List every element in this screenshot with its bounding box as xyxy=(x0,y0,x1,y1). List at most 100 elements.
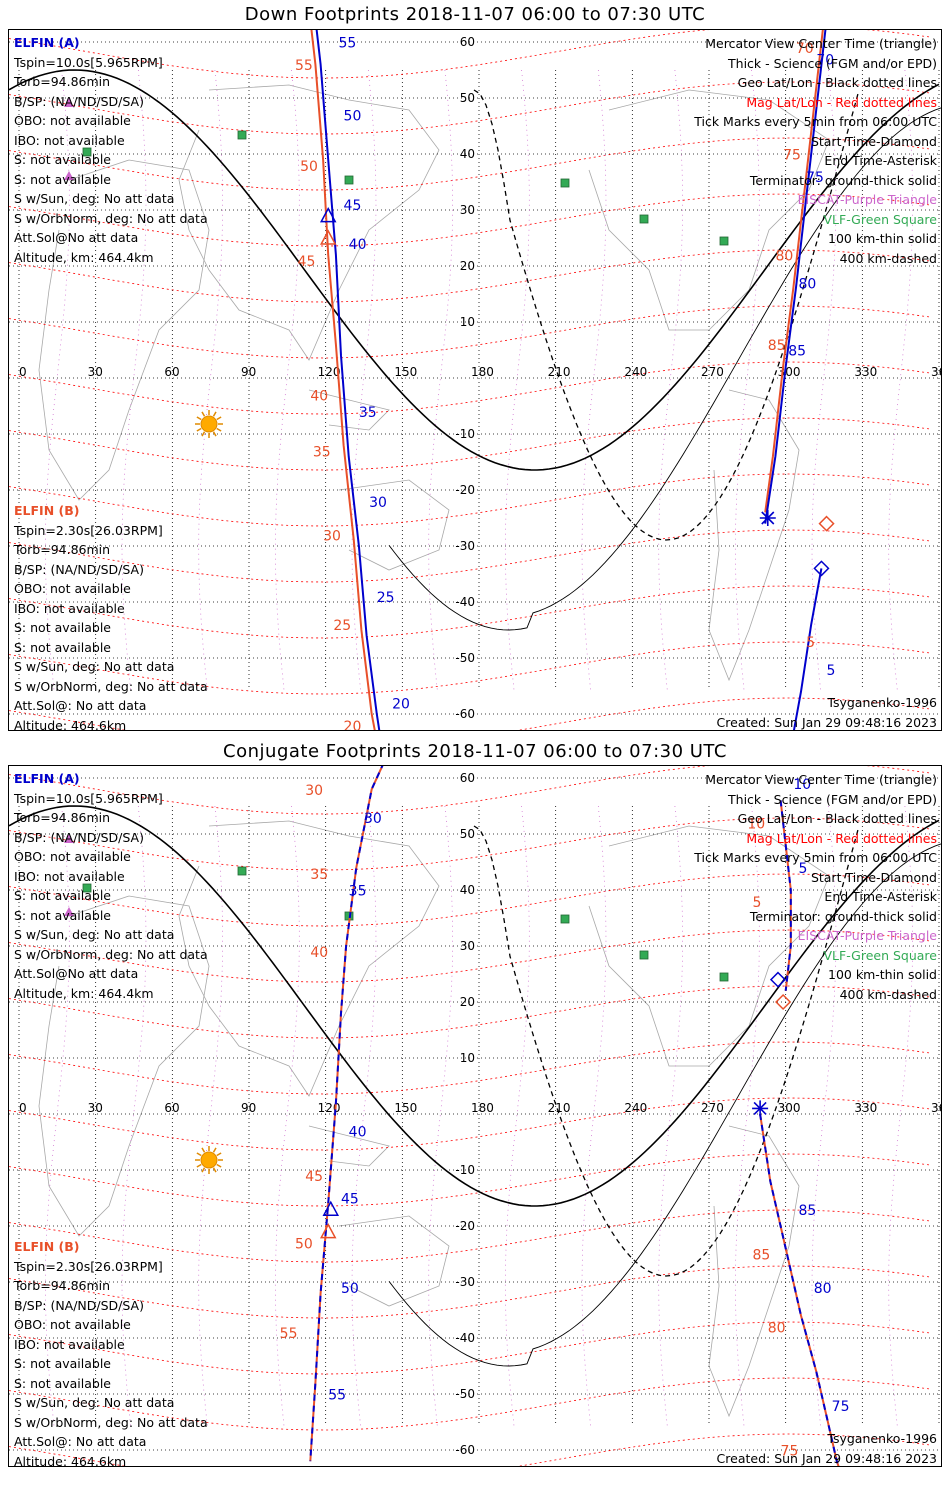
mag-meridian xyxy=(658,805,683,1427)
mag-meridian xyxy=(274,69,300,691)
terminator-400km xyxy=(473,825,859,1277)
vlf-station-icon xyxy=(82,883,92,893)
mag-meridian xyxy=(198,805,223,1427)
terminator-ground xyxy=(9,69,940,471)
lat-label: -20 xyxy=(455,1219,475,1233)
model-label: Tsyganenko-1996 xyxy=(827,695,937,710)
mag-meridian xyxy=(581,69,607,691)
legend-entry: Terminator: ground-thick solid xyxy=(749,172,937,188)
mag-meridian xyxy=(44,69,70,691)
mag-meridian xyxy=(581,805,607,1427)
lat-label: -10 xyxy=(455,427,475,441)
map-legend: Mercator View Center Time (triangle) Thic… xyxy=(694,770,937,1004)
mag-parallel xyxy=(9,529,930,583)
lat-label: -30 xyxy=(455,539,475,553)
lon-label: 330 xyxy=(854,1101,877,1115)
tick-label-b: 85 xyxy=(752,1248,770,1264)
info-line: Torb=94.86min xyxy=(14,74,111,89)
info-line: S: not available xyxy=(14,171,111,187)
info-line: OBO: not available xyxy=(14,849,131,864)
lon-label: 0 xyxy=(19,1101,27,1115)
elfin-b-lines: Tspin=2.30s[26.03RPM] Torb=94.86min B/SP: … xyxy=(14,521,208,731)
end-asterisk xyxy=(752,1100,769,1117)
lon-label: 300 xyxy=(778,1101,801,1115)
info-line: S: not available xyxy=(14,152,111,167)
mag-meridian xyxy=(351,69,377,691)
lat-label: -60 xyxy=(455,1443,475,1457)
lon-label: 150 xyxy=(394,1101,417,1115)
down-footprints-panel: 0306090120150180210240270300330360706050… xyxy=(8,29,942,731)
start-diamond-a xyxy=(813,560,830,577)
tick-label-a: 55 xyxy=(338,36,356,52)
info-line: Torb=94.86min xyxy=(14,810,111,825)
tick-label-a: 35 xyxy=(359,405,377,421)
lat-label: 40 xyxy=(460,883,475,897)
lon-label: 90 xyxy=(241,365,256,379)
legend-entry: 100 km-thin solid xyxy=(828,231,937,246)
mag-meridian xyxy=(428,69,453,691)
legend-entry: Mercator View Center Time (triangle) xyxy=(705,772,937,787)
elfin-a-track xyxy=(764,30,827,524)
tick-label-a: 75 xyxy=(832,1399,850,1415)
elfin-a-info: ELFIN (A) Tspin=10.0s[5.965RPM] Torb=94.8… xyxy=(14,769,208,1003)
mag-meridian xyxy=(734,805,760,1427)
lon-label: 360 xyxy=(931,365,941,379)
legend-entry: EISCAT-Purple Triangle xyxy=(797,928,937,943)
vlf-station-icon xyxy=(560,914,570,924)
mag-parallel xyxy=(9,985,930,1039)
mag-parallel xyxy=(9,873,930,927)
mag-meridian xyxy=(428,805,453,1427)
legend-entry: Mag Lat/Lon - Red dotted lines xyxy=(746,94,937,110)
tick-label-b: 55 xyxy=(280,1326,298,1342)
info-line: OBO: not available xyxy=(14,113,131,128)
info-line: S: not available xyxy=(14,1375,111,1391)
mag-parallel xyxy=(9,249,930,303)
terminator-100km xyxy=(388,107,941,631)
lat-label: 50 xyxy=(460,91,475,105)
lon-label: 360 xyxy=(931,1101,941,1115)
legend-entry: Thick - Science (FGM and/or EPD) xyxy=(728,791,937,807)
info-line: S: not available xyxy=(14,888,111,903)
elfin-a-track xyxy=(779,800,792,991)
tick-label-b: 40 xyxy=(310,945,328,961)
info-line: Tspin=2.30s[26.03RPM] xyxy=(14,522,163,538)
mag-parallel xyxy=(9,137,930,191)
info-line: S w/Sun, deg: No att data xyxy=(14,659,175,674)
coastline xyxy=(588,825,830,1067)
tick-label-b: 45 xyxy=(305,1169,323,1185)
coastline xyxy=(308,1125,390,1167)
tick-label-b: 50 xyxy=(300,159,318,175)
legend-entry: Mercator View Center Time (triangle) xyxy=(705,36,937,51)
info-line: Tspin=2.30s[26.03RPM] xyxy=(14,1258,163,1274)
lon-label: 210 xyxy=(548,365,571,379)
tick-label-b: 75 xyxy=(783,148,801,164)
terminator-100km xyxy=(388,843,941,1367)
mag-parallel xyxy=(9,1097,930,1151)
eiscat-station-icon xyxy=(64,834,74,843)
coastline xyxy=(38,159,210,501)
legend-entry: Geo Lat/Lon - Black dotted lines xyxy=(737,75,937,90)
vlf-station-icon xyxy=(639,214,649,224)
legend-entry: 400 km-dashed xyxy=(839,986,937,1002)
tick-label-a: 25 xyxy=(377,590,395,606)
info-line: B/SP: (NA/ND/SD/SA) xyxy=(14,561,144,577)
lat-label: 10 xyxy=(460,315,475,329)
start-diamond-b xyxy=(775,993,792,1011)
lon-label: 120 xyxy=(318,1101,341,1115)
tick-label-a: 5 xyxy=(798,861,807,877)
info-line: Att.Sol@No att data xyxy=(14,966,139,981)
tick-label-a: 80 xyxy=(798,276,816,292)
mag-parallel xyxy=(9,417,930,471)
tick-label-b: 40 xyxy=(310,388,328,404)
info-line: B/SP: (NA/ND/SD/SA) xyxy=(14,829,144,845)
lat-label: -30 xyxy=(455,1275,475,1289)
tick-label-b: 5 xyxy=(752,895,761,911)
info-line: Tspin=10.0s[5.965RPM] xyxy=(14,54,163,70)
tick-label-b: 10 xyxy=(747,816,765,832)
tick-label-a: 30 xyxy=(369,495,387,511)
mag-parallel xyxy=(9,585,930,639)
coastline xyxy=(338,1215,450,1307)
info-line: S: not available xyxy=(14,620,111,635)
info-line: S: not available xyxy=(14,907,111,923)
legend-entry: Tick Marks every 5min from 06:00 UTC xyxy=(694,114,937,129)
